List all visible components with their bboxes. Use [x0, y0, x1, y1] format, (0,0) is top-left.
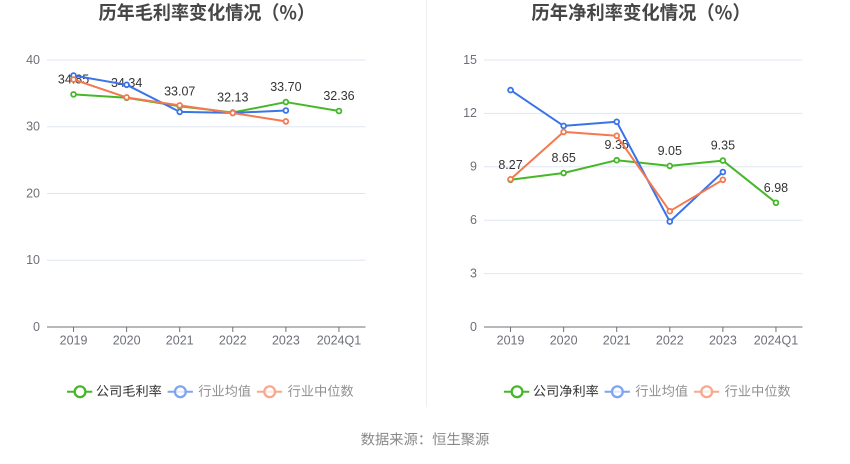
svg-text:0: 0 — [470, 320, 477, 334]
svg-text:8.27: 8.27 — [498, 158, 522, 172]
svg-text:9: 9 — [470, 160, 477, 174]
svg-text:2023: 2023 — [272, 334, 300, 348]
svg-text:2020: 2020 — [550, 334, 578, 348]
svg-text:9.05: 9.05 — [658, 144, 682, 158]
svg-text:30: 30 — [26, 120, 40, 134]
svg-text:2019: 2019 — [60, 334, 88, 348]
svg-text:2023: 2023 — [709, 334, 737, 348]
svg-text:2022: 2022 — [656, 334, 684, 348]
svg-text:2024Q1: 2024Q1 — [317, 334, 362, 348]
svg-text:2022: 2022 — [219, 334, 247, 348]
svg-text:2024Q1: 2024Q1 — [754, 334, 799, 348]
svg-text:8.65: 8.65 — [551, 151, 575, 165]
svg-text:33.70: 33.70 — [270, 80, 301, 94]
svg-text:0: 0 — [33, 320, 40, 334]
svg-text:2021: 2021 — [166, 334, 194, 348]
svg-text:32.13: 32.13 — [217, 91, 248, 105]
svg-text:6: 6 — [470, 213, 477, 227]
svg-text:2019: 2019 — [497, 334, 525, 348]
svg-text:15: 15 — [463, 53, 477, 67]
svg-text:2021: 2021 — [603, 334, 631, 348]
svg-text:33.07: 33.07 — [164, 84, 195, 98]
svg-text:40: 40 — [26, 53, 40, 67]
svg-text:9.35: 9.35 — [605, 138, 629, 152]
svg-text:10: 10 — [26, 253, 40, 267]
svg-text:3: 3 — [470, 266, 477, 280]
svg-text:9.35: 9.35 — [711, 139, 735, 153]
svg-text:2020: 2020 — [113, 334, 141, 348]
svg-text:6.98: 6.98 — [764, 181, 788, 195]
svg-text:32.36: 32.36 — [323, 89, 354, 103]
svg-text:12: 12 — [463, 106, 477, 120]
svg-text:20: 20 — [26, 186, 40, 200]
